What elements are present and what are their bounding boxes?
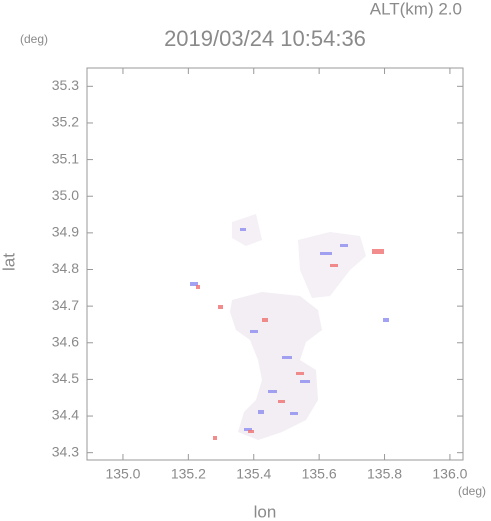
x-tick-label: 135.6 [302,466,337,482]
x-axis-label: lon [254,502,277,521]
chart-title: 2019/03/24 10:54:36 [164,26,366,51]
y-tick-label: 34.8 [52,260,79,276]
echo-area [232,214,262,246]
x-tick-label: 135.4 [236,466,271,482]
y-tick-label: 34.3 [52,443,79,459]
echo-area [230,292,322,440]
x-tick-label: 135.0 [105,466,140,482]
y-tick-label: 35.1 [52,150,79,166]
y-tick-label: 35.0 [52,187,79,203]
altitude-label: ALT(km) 2.0 [370,0,462,18]
y-tick-label: 34.7 [52,297,79,313]
y-tick-label: 34.4 [52,407,79,423]
x-tick-label: 136.0 [432,466,467,482]
x-tick-label: 135.8 [367,466,402,482]
y-tick-label: 34.5 [52,370,79,386]
x-tick-label: 135.2 [171,466,206,482]
y-tick-label: 35.2 [52,114,79,130]
y-tick-label: 35.3 [52,77,79,93]
y-tick-label: 34.6 [52,333,79,349]
y-axis-label: lat [0,253,18,271]
x-unit: (deg) [458,484,486,498]
plot-frame [86,67,464,461]
y-tick-label: 34.9 [52,224,79,240]
y-unit: (deg) [20,32,48,46]
echo-field [190,214,389,440]
